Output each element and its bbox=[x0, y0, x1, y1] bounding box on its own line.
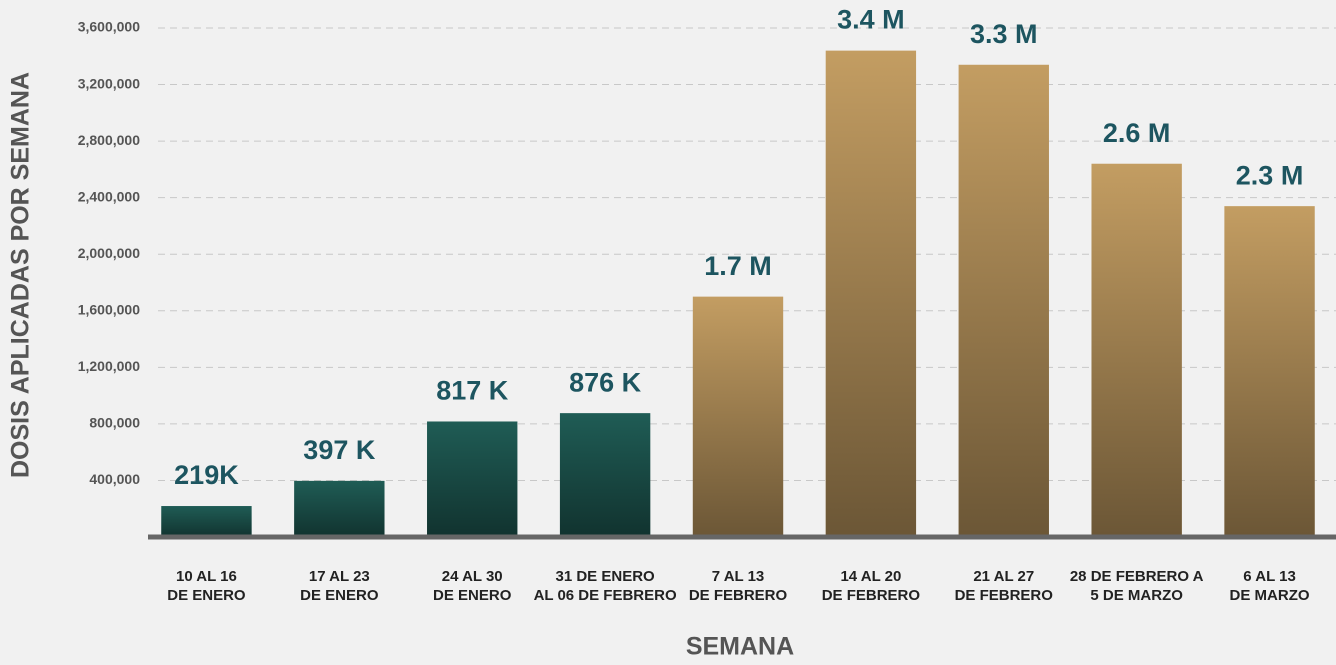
bar-shade bbox=[958, 64, 1049, 537]
x-tick-label: 17 AL 23 bbox=[309, 568, 370, 585]
x-tick-label: 6 AL 13 bbox=[1243, 568, 1296, 585]
y-tick-label: 1,200,000 bbox=[78, 358, 140, 374]
x-tick-label: DE ENERO bbox=[300, 587, 379, 604]
x-tick-label: 14 AL 20 bbox=[840, 568, 901, 585]
bar-shade bbox=[559, 413, 651, 537]
x-axis-label: SEMANA bbox=[686, 633, 794, 661]
x-tick-label: DE ENERO bbox=[433, 587, 512, 604]
value-label: 2.3 M bbox=[1236, 160, 1304, 190]
x-tick-label: DE ENERO bbox=[167, 587, 246, 604]
x-tick-label: 24 AL 30 bbox=[442, 568, 503, 585]
y-tick-label: 2,000,000 bbox=[78, 245, 140, 261]
x-tick-label: DE FEBRERO bbox=[822, 587, 921, 604]
y-axis-label: DOSIS APLICADAS POR SEMANA bbox=[7, 72, 35, 478]
y-tick-label: 1,600,000 bbox=[78, 301, 140, 317]
value-label: 1.7 M bbox=[704, 251, 772, 281]
y-tick-label: 3,600,000 bbox=[78, 19, 140, 35]
value-label: 219K bbox=[174, 460, 239, 490]
bar-shade bbox=[161, 506, 252, 537]
x-tick-label: 21 AL 27 bbox=[973, 568, 1034, 585]
x-tick-label: 5 DE MARZO bbox=[1090, 587, 1183, 604]
bar-shade bbox=[294, 480, 385, 537]
y-tick-label: 800,000 bbox=[89, 415, 140, 431]
bar-shade bbox=[692, 296, 784, 537]
bar-shade bbox=[427, 421, 518, 537]
x-tick-label: AL 06 DE FEBRERO bbox=[534, 587, 677, 604]
value-label: 397 K bbox=[303, 435, 376, 465]
x-tick-label: DE FEBRERO bbox=[955, 587, 1054, 604]
x-tick-label: 31 DE ENERO bbox=[556, 568, 656, 585]
y-tick-label: 2,400,000 bbox=[78, 188, 140, 204]
value-label: 3.4 M bbox=[837, 5, 905, 35]
value-label: 3.3 M bbox=[970, 19, 1038, 49]
x-tick-label: DE FEBRERO bbox=[689, 587, 788, 604]
bar-shade bbox=[1091, 163, 1182, 537]
value-label: 2.6 M bbox=[1103, 118, 1171, 148]
x-tick-label: 10 AL 16 bbox=[176, 568, 237, 585]
x-tick-label: 7 AL 13 bbox=[712, 568, 765, 585]
x-tick-label: 28 DE FEBRERO A bbox=[1070, 568, 1204, 585]
x-tick-label: DE MARZO bbox=[1230, 587, 1310, 604]
bar-shade bbox=[1224, 206, 1315, 537]
bar-shade bbox=[825, 50, 917, 537]
value-label: 876 K bbox=[569, 367, 642, 397]
value-label: 817 K bbox=[436, 376, 509, 406]
y-tick-label: 400,000 bbox=[89, 471, 140, 487]
y-tick-label: 2,800,000 bbox=[78, 132, 140, 148]
y-tick-label: 3,200,000 bbox=[78, 75, 140, 91]
